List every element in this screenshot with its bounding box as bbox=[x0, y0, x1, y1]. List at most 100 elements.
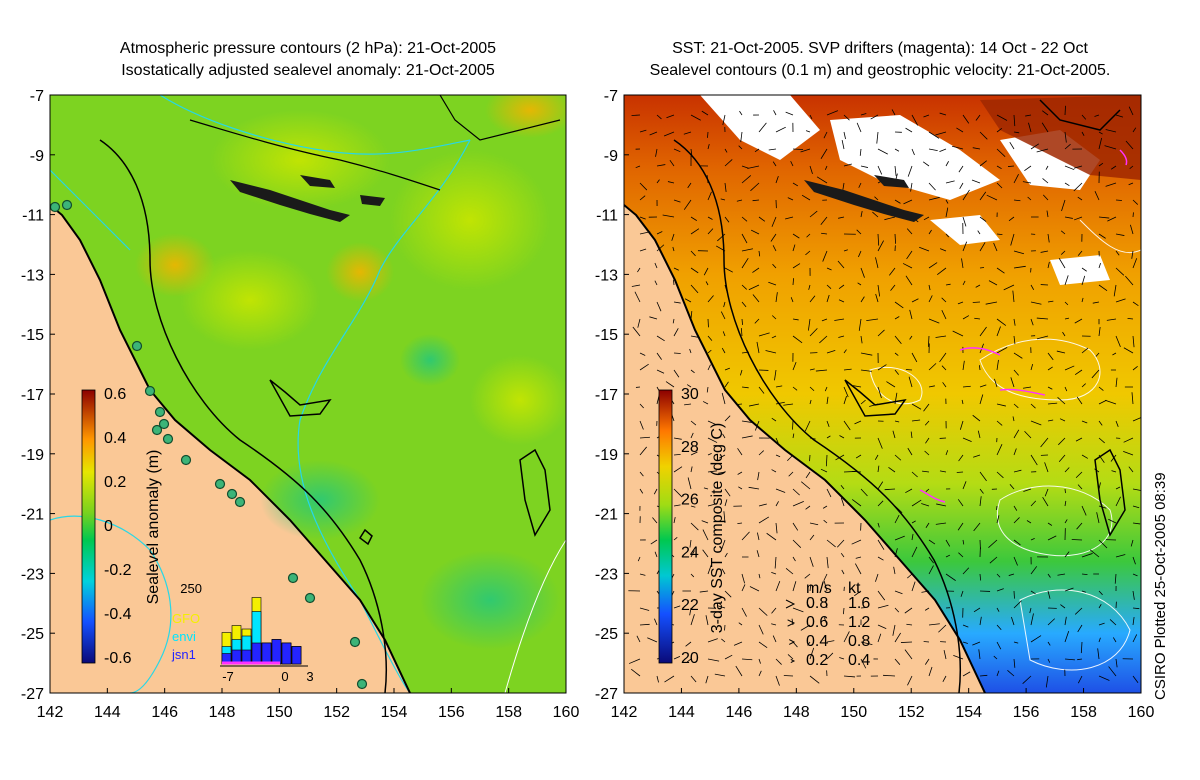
velocity-vector bbox=[1130, 539, 1134, 547]
velocity-vector bbox=[1024, 430, 1032, 439]
velocity-legend-arrow bbox=[787, 619, 796, 627]
velocity-vector bbox=[957, 499, 964, 507]
velocity-vector bbox=[822, 505, 828, 509]
velocity-vector bbox=[707, 437, 718, 443]
velocity-vector bbox=[722, 331, 726, 337]
velocity-vector bbox=[1128, 182, 1134, 186]
velocity-vector bbox=[945, 199, 949, 204]
velocity-vector bbox=[631, 114, 641, 116]
velocity-vector bbox=[979, 384, 987, 388]
velocity-vector bbox=[707, 131, 709, 138]
velocity-vector bbox=[639, 420, 644, 430]
lon-tick-label: 156 bbox=[438, 704, 465, 721]
velocity-vector bbox=[823, 580, 828, 592]
velocity-vector bbox=[1047, 618, 1056, 626]
velocity-vector bbox=[1098, 622, 1105, 626]
velocity-vector bbox=[1077, 484, 1083, 490]
velocity-vector bbox=[1112, 637, 1117, 643]
velocity-vector bbox=[775, 675, 780, 686]
velocity-vector bbox=[925, 522, 930, 528]
velocity-vector bbox=[1094, 114, 1100, 117]
velocity-vector bbox=[1123, 347, 1134, 354]
velocity-vector bbox=[1022, 675, 1032, 684]
velocity-vector bbox=[911, 298, 919, 303]
velocity-vector bbox=[673, 328, 679, 337]
velocity-vector bbox=[996, 347, 1008, 354]
velocity-vector bbox=[684, 298, 692, 303]
velocity-vector bbox=[639, 607, 650, 611]
velocity-vector bbox=[1132, 573, 1138, 577]
velocity-vector bbox=[656, 301, 662, 312]
left-coastline bbox=[50, 95, 561, 693]
velocity-vector bbox=[826, 435, 831, 439]
velocity-vector bbox=[1075, 471, 1083, 479]
velocity-vector bbox=[1040, 250, 1049, 253]
velocity-vector bbox=[842, 607, 845, 615]
velocity-vector bbox=[993, 655, 998, 660]
velocity-vector bbox=[1098, 399, 1107, 405]
velocity-vector bbox=[775, 292, 778, 303]
velocity-vector bbox=[773, 110, 777, 116]
velocity-vector bbox=[1030, 143, 1040, 150]
inset-legend: GFO envi jsn1 bbox=[171, 611, 200, 662]
velocity-vector bbox=[889, 267, 896, 276]
velocity-vector bbox=[843, 163, 852, 167]
velocity-vector bbox=[1030, 635, 1042, 643]
velocity-vector bbox=[826, 294, 830, 303]
velocity-vector bbox=[805, 250, 811, 256]
velocity-vector bbox=[770, 233, 777, 242]
velocity-vector bbox=[792, 641, 798, 648]
velocity-vector bbox=[838, 284, 845, 290]
velocity-vector bbox=[639, 363, 649, 371]
velocity-vector bbox=[707, 453, 712, 456]
velocity-vector bbox=[724, 182, 727, 193]
velocity-vector bbox=[1047, 402, 1058, 405]
velocity-vector bbox=[683, 199, 692, 210]
velocity-vector bbox=[771, 623, 777, 626]
velocity-vector bbox=[1064, 317, 1070, 320]
velocity-vector bbox=[1115, 658, 1118, 668]
velocity-vector bbox=[1010, 377, 1015, 388]
right-title-line2: Sealevel contours (0.1 m) and geostrophi… bbox=[649, 62, 1111, 79]
velocity-vector bbox=[1073, 216, 1083, 221]
velocity-vector bbox=[962, 539, 965, 545]
left-islands bbox=[230, 175, 385, 222]
velocity-vector bbox=[1047, 300, 1054, 303]
velocity-vector bbox=[911, 148, 915, 156]
velocity-vector bbox=[894, 420, 900, 423]
velocity-vector bbox=[1064, 216, 1073, 219]
velocity-vector bbox=[824, 386, 828, 392]
velocity-vector bbox=[1046, 210, 1049, 218]
velocity-vector bbox=[1030, 590, 1036, 595]
velocity-vector bbox=[636, 635, 641, 643]
colorbar-tick-label: 26 bbox=[681, 492, 699, 509]
velocity-vector bbox=[774, 556, 777, 569]
velocity-vector bbox=[733, 641, 743, 646]
sla-colorbar-ticks: 0.6 0.4 0.2 0 -0.2 -0.4 -0.6 bbox=[104, 386, 132, 667]
velocity-vector bbox=[996, 670, 1000, 677]
velocity-vector bbox=[750, 229, 760, 235]
velocity-vector bbox=[738, 486, 743, 490]
velocity-vector bbox=[877, 522, 880, 528]
velocity-vector bbox=[785, 111, 794, 116]
velocity-vector bbox=[877, 481, 884, 490]
velocity-vector bbox=[906, 623, 913, 626]
velocity-vector bbox=[1115, 298, 1126, 303]
velocity-vector bbox=[927, 335, 930, 347]
velocity-vector bbox=[961, 258, 964, 269]
velocity-vector bbox=[673, 536, 678, 541]
velocity-vector bbox=[1047, 573, 1051, 578]
velocity-vector bbox=[792, 581, 797, 592]
velocity-legend-header-ms: m/s bbox=[806, 580, 832, 597]
velocity-vector bbox=[654, 551, 658, 558]
velocity-vector bbox=[1098, 284, 1108, 292]
velocity-vector bbox=[684, 403, 692, 406]
velocity-vector bbox=[754, 318, 760, 324]
velocity-vector bbox=[754, 148, 760, 153]
inset-bar-jsn1 bbox=[251, 642, 262, 665]
velocity-vector bbox=[654, 262, 658, 269]
velocity-vector bbox=[841, 139, 845, 150]
velocity-vector bbox=[860, 113, 867, 116]
velocity-vector bbox=[809, 522, 819, 526]
velocity-vector bbox=[1081, 114, 1087, 120]
